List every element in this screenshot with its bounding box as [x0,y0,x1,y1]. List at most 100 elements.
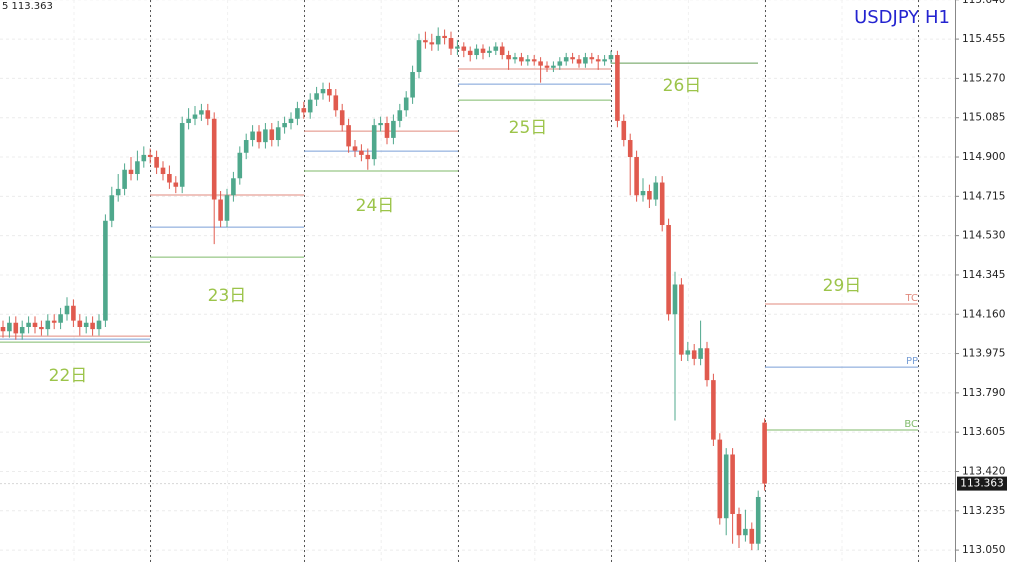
candle-body [621,120,627,141]
candle-body [378,123,383,126]
candle-body [723,454,729,519]
candle-body [403,97,409,111]
candle-body [211,118,217,200]
candle-body [167,174,172,183]
candle-body [544,65,550,68]
day-label: 25日 [509,118,548,138]
candle-body [704,348,710,381]
candle-body [538,61,543,66]
candle-body [551,65,556,68]
candle-body [627,140,633,158]
candle-body [749,528,755,544]
candle-body [135,161,140,175]
candle-body [448,38,454,49]
candle-body [77,320,83,328]
candle-body [115,188,121,196]
candle-body [141,154,147,162]
candle-body [455,46,460,49]
candle-body [224,195,230,221]
candle-body [493,46,499,51]
candle-body [179,123,185,187]
day-label: 22日 [49,366,88,386]
candle-body [647,191,652,200]
candle-body [499,46,505,56]
candle-body [288,118,294,124]
candle-body [314,93,319,100]
candle-body [711,380,716,440]
candle-body [685,350,691,355]
candle-body [435,35,441,45]
candle-body [583,57,588,64]
candle-body [371,125,377,160]
candle-body [0,327,6,332]
candle-body [762,422,767,484]
y-tick-label: 113.235 [962,505,1005,517]
day-label: 26日 [663,76,702,96]
candle-body [320,89,326,94]
candle-body [608,55,614,60]
candle-body [634,157,639,196]
pivot-label: TC [904,293,918,304]
candle-body [160,167,166,175]
candle-body [90,322,95,330]
candle-body [32,322,38,328]
candle-body [410,72,415,98]
pivot-label: PP [906,356,918,367]
y-tick-label: 114.530 [962,230,1005,242]
candle-body [51,320,57,323]
candle-body [333,95,339,111]
y-tick-label: 115.640 [962,0,1005,6]
candle-body [64,305,70,315]
day-label: 29日 [823,276,862,296]
y-tick-label: 115.085 [962,112,1005,124]
candle-body [96,320,102,330]
candle-body [698,348,703,359]
candle-body [339,110,345,126]
candle-body [263,129,268,143]
current-price-badge [957,476,1007,491]
y-tick-label: 113.975 [962,348,1005,360]
candle-body [269,129,275,141]
candle-body [576,59,582,64]
candle-body [58,314,63,323]
candle-body [666,225,671,315]
y-tick-label: 114.345 [962,269,1005,281]
candle-body [506,55,511,60]
candle-body [525,59,531,62]
y-tick-label: 114.900 [962,151,1005,163]
candle-body [602,59,607,62]
current-price-label: 113.363 [960,478,1003,490]
candle-body [154,157,159,168]
candle-body [39,327,44,330]
candle-body [71,305,76,321]
candle-body [13,322,19,334]
chart-title: USDJPY H1 [854,7,950,28]
candle-body [679,284,684,355]
candle-body [570,57,575,60]
candle-body [640,191,646,196]
candle-body [128,169,134,175]
candle-body [672,284,678,315]
y-tick-label: 113.420 [962,465,1005,477]
candle-body [595,59,601,62]
candle-body [563,57,569,62]
candle-body [659,182,665,226]
candle-body [384,123,390,138]
candle-body [103,220,108,321]
candle-body [416,40,422,73]
candle-body [147,154,153,158]
candle-body [307,99,313,113]
candle-body [346,125,351,147]
candle-body [275,127,281,141]
candle-body [653,182,659,200]
candle-body [359,150,364,155]
candle-body [243,140,249,153]
candle-body [301,108,307,113]
pivot-label: BC [904,419,918,430]
header-text: 5 113.363 [2,1,53,12]
candle-body [717,439,723,519]
candle-body [461,46,467,51]
